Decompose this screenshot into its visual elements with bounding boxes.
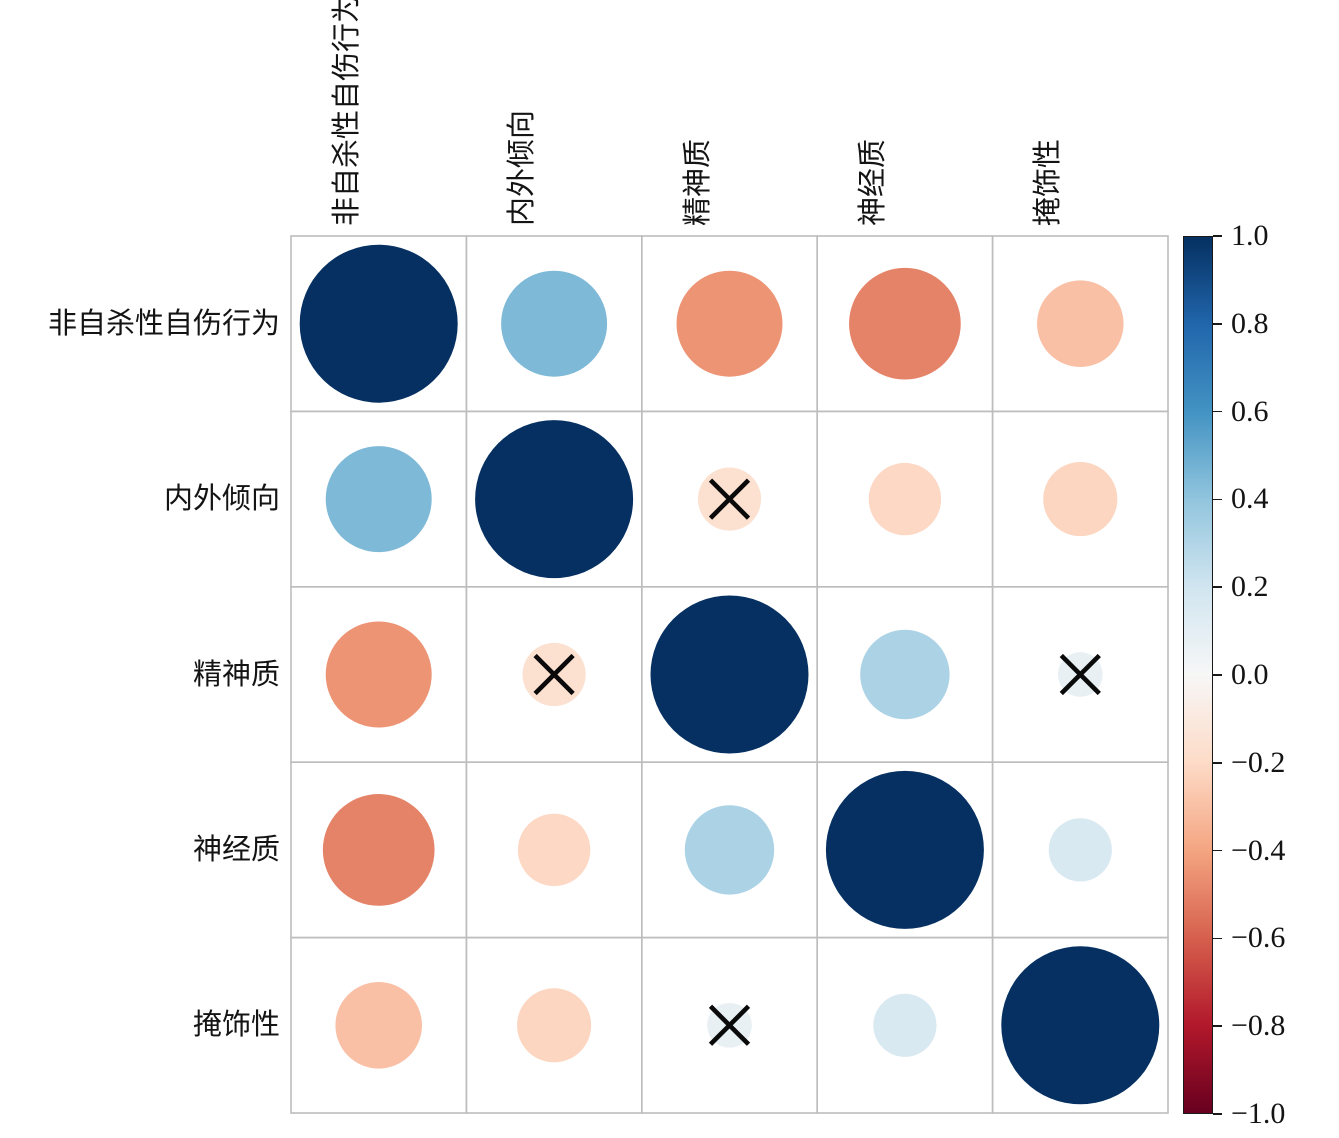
correlation-matrix-grid bbox=[290, 235, 1169, 1114]
column-label: 掩饰性 bbox=[1032, 138, 1065, 226]
colorbar-tick-label: −1.0 bbox=[1231, 1097, 1286, 1130]
row-label: 内外倾向 bbox=[163, 483, 280, 516]
correlation-circle bbox=[335, 982, 422, 1069]
correlation-circle bbox=[860, 629, 950, 720]
row-label: 神经质 bbox=[192, 833, 280, 866]
colorbar-tick bbox=[1213, 235, 1222, 237]
column-label: 精神质 bbox=[681, 138, 714, 226]
correlation-circle bbox=[475, 420, 634, 579]
correlation-circle bbox=[873, 993, 937, 1057]
colorbar-tick-label: 0.2 bbox=[1231, 570, 1269, 604]
correlation-circle bbox=[325, 446, 432, 553]
colorbar-tick-label: 1.0 bbox=[1231, 219, 1269, 252]
colorbar-tick bbox=[1213, 761, 1222, 764]
not-significant-x-icon bbox=[533, 653, 575, 696]
colorbar-gradient bbox=[1183, 236, 1213, 1114]
correlation-circle bbox=[1048, 818, 1112, 882]
colorbar-tick-label: −0.4 bbox=[1231, 833, 1286, 867]
correlation-circle bbox=[868, 462, 942, 536]
colorbar-tick bbox=[1213, 1113, 1222, 1115]
colorbar-tick-label: 0.6 bbox=[1231, 394, 1269, 428]
colorbar-tick-label: 0.0 bbox=[1231, 658, 1269, 691]
correlation-circle bbox=[322, 794, 435, 906]
colorbar-tick-label: −0.6 bbox=[1231, 921, 1286, 955]
column-label: 神经质 bbox=[856, 138, 889, 226]
correlation-circle bbox=[517, 813, 591, 887]
colorbar-tick bbox=[1213, 498, 1222, 501]
correlation-circle bbox=[501, 270, 608, 377]
not-significant-x-icon bbox=[708, 478, 751, 520]
colorbar-tick bbox=[1213, 937, 1222, 940]
colorbar-tick-label: −0.2 bbox=[1231, 745, 1286, 779]
correlation-circle bbox=[849, 267, 961, 380]
colorbar-tick bbox=[1213, 410, 1222, 413]
colorbar-tick bbox=[1213, 674, 1222, 676]
not-significant-x-icon bbox=[1059, 653, 1101, 696]
correlation-circle bbox=[517, 988, 592, 1063]
colorbar-tick-label: 0.8 bbox=[1231, 306, 1269, 340]
correlation-circle bbox=[325, 621, 432, 728]
colorbar-tick-label: 0.4 bbox=[1231, 482, 1269, 516]
colorbar-tick bbox=[1213, 322, 1222, 325]
correlation-circle bbox=[1037, 280, 1124, 367]
column-label: 非自杀性自伤行为 bbox=[330, 0, 363, 226]
correlation-circle bbox=[650, 595, 809, 754]
column-label: 内外倾向 bbox=[506, 109, 539, 226]
matrix-cell bbox=[991, 936, 1169, 1114]
correlation-circle bbox=[299, 244, 458, 403]
correlation-circle bbox=[825, 770, 984, 929]
colorbar-tick bbox=[1213, 1025, 1222, 1028]
row-label: 非自杀性自伤行为 bbox=[47, 307, 280, 340]
correlation-circle bbox=[676, 270, 783, 377]
colorbar-tick-label: −0.8 bbox=[1231, 1009, 1286, 1043]
correlation-circle bbox=[684, 805, 775, 895]
row-label: 掩饰性 bbox=[192, 1009, 280, 1042]
colorbar-tick bbox=[1213, 586, 1222, 589]
correlation-circle bbox=[1043, 462, 1118, 537]
not-significant-x-icon bbox=[708, 1004, 751, 1046]
correlation-circle bbox=[1001, 946, 1160, 1105]
colorbar-tick bbox=[1213, 849, 1222, 852]
row-label: 精神质 bbox=[192, 658, 280, 691]
